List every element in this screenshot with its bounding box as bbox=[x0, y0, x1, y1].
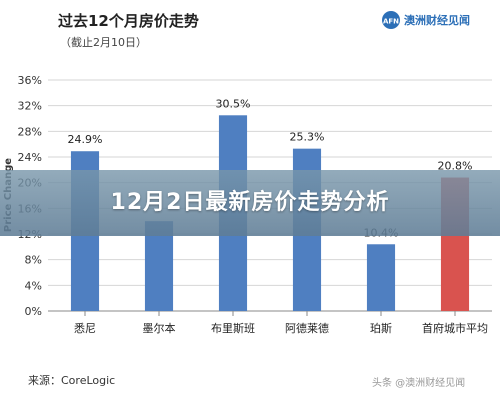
y-tick-label: 28% bbox=[18, 125, 42, 138]
x-tick-label: 首府城市平均 bbox=[422, 321, 488, 335]
chart-title: 过去12个月房价走势 bbox=[58, 12, 199, 30]
x-tick-label: 墨尔本 bbox=[143, 321, 176, 335]
x-tick-label: 布里斯班 bbox=[211, 322, 255, 335]
data-label: 30.5% bbox=[216, 97, 251, 110]
y-tick-label: 32% bbox=[18, 100, 42, 113]
bars bbox=[70, 115, 470, 312]
x-tick-label: 珀斯 bbox=[370, 321, 392, 335]
svg-text:AFN: AFN bbox=[383, 18, 399, 26]
x-tick-labels: 悉尼 墨尔本 布里斯班 阿德莱德 珀斯 首府城市平均 bbox=[74, 311, 488, 335]
y-tick-label: 4% bbox=[25, 279, 42, 292]
x-tick-label: 阿德莱德 bbox=[285, 321, 329, 335]
afn-logo-icon bbox=[382, 11, 400, 29]
banner-title: 12月2日最新房价走势分析 bbox=[110, 190, 390, 215]
banner-overlay bbox=[0, 170, 500, 236]
y-tick-label: 36% bbox=[18, 74, 42, 87]
x-tick-label: 悉尼 bbox=[74, 322, 96, 335]
chart-subtitle: （截止2月10日） bbox=[60, 35, 147, 49]
logo: AFN 澳洲财经见闻 bbox=[382, 11, 470, 29]
y-tick-label: 8% bbox=[25, 254, 42, 267]
watermark: 头条 @澳洲财经见闻 bbox=[372, 376, 465, 389]
data-label: 25.3% bbox=[290, 131, 325, 144]
data-label: 20.8% bbox=[438, 160, 473, 173]
logo-text: 澳洲财经见闻 bbox=[404, 13, 470, 27]
y-tick-label: 0% bbox=[25, 305, 42, 318]
source-note: 来源：CoreLogic bbox=[28, 373, 115, 387]
data-label: 24.9% bbox=[68, 133, 103, 146]
y-tick-label: 24% bbox=[18, 151, 42, 164]
bar bbox=[144, 221, 174, 311]
bar bbox=[366, 244, 396, 311]
